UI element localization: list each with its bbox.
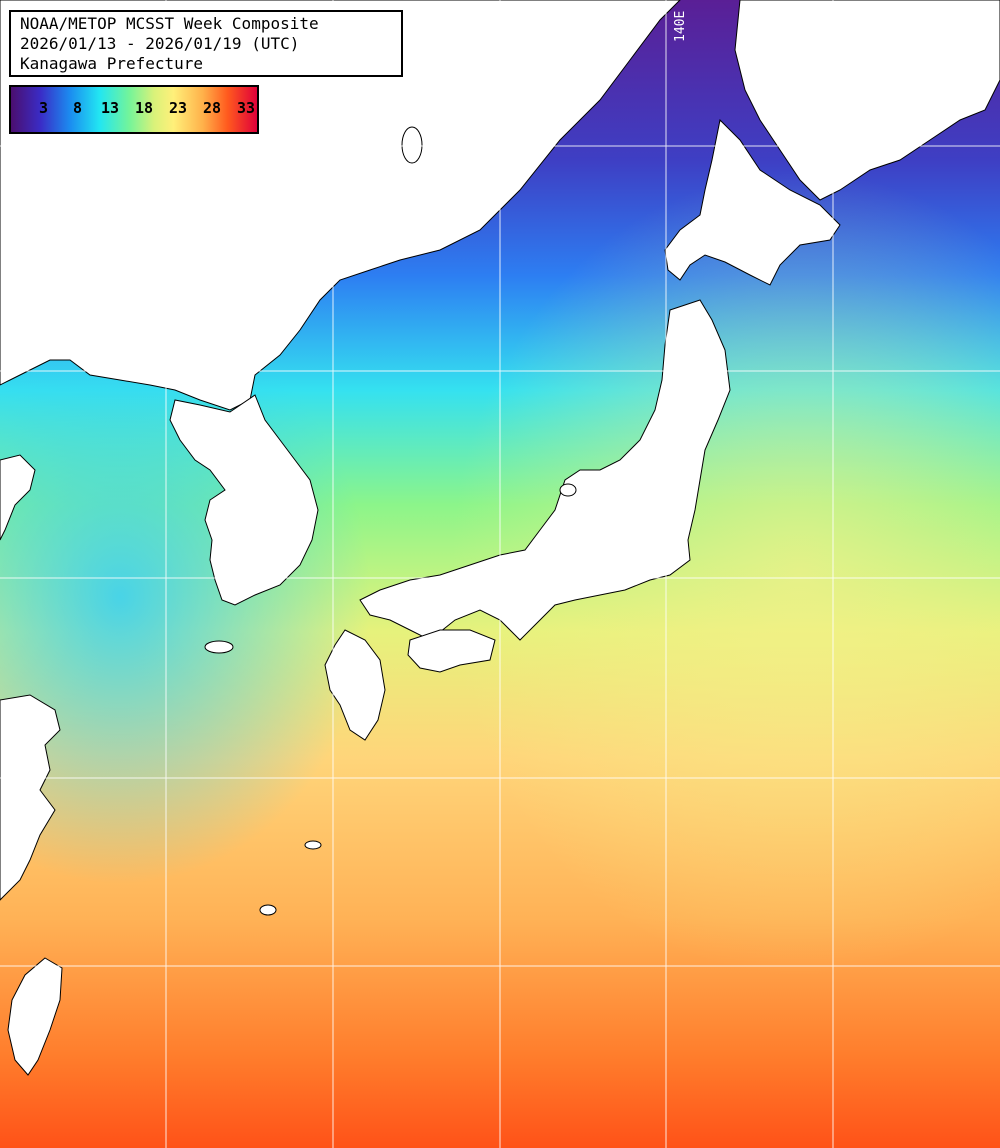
island-north-sakhalin: [401, 126, 423, 164]
land-taiwan: [7, 957, 63, 1076]
land-china-coast: [0, 454, 36, 541]
island-sado: [559, 483, 577, 497]
title-line-product: NOAA/METOP MCSST Week Composite: [20, 14, 319, 33]
island-jeju: [204, 640, 234, 654]
legend-label-3: 3: [39, 99, 49, 117]
land-sakhalin: [734, 0, 1000, 201]
island-amami: [259, 904, 277, 916]
title-line-dates: 2026/01/13 - 2026/01/19 (UTC): [20, 34, 300, 53]
legend-label-18: 18: [135, 99, 154, 117]
temperature-legend: 3 8 13 18 23 28 33: [9, 85, 259, 134]
land-china-east: [0, 694, 61, 901]
land-korea: [169, 394, 319, 606]
island-okinawa: [304, 840, 322, 850]
lat-label-40n: 40N: [4, 355, 27, 370]
legend-label-23: 23: [169, 99, 188, 117]
land-kyushu: [324, 629, 386, 741]
map-title-box: NOAA/METOP MCSST Week Composite 2026/01/…: [9, 10, 403, 77]
land-shikoku: [407, 629, 496, 673]
legend-label-33: 33: [237, 99, 256, 117]
legend-label-28: 28: [203, 99, 222, 117]
lon-label-140e: 140E: [673, 11, 688, 42]
title-line-region: Kanagawa Prefecture: [20, 54, 204, 73]
land-hokkaido: [664, 118, 841, 286]
legend-label-8: 8: [73, 99, 83, 117]
legend-label-13: 13: [101, 99, 120, 117]
